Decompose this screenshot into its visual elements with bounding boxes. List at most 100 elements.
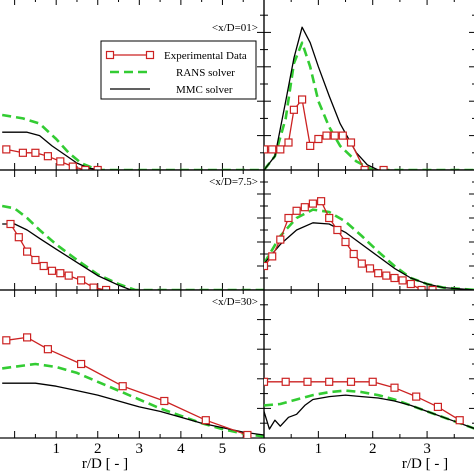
data-point [284, 138, 293, 147]
data-point [433, 402, 442, 411]
data-point [314, 134, 323, 144]
data-point [398, 276, 407, 285]
data-point [303, 377, 312, 386]
legend-label: Experimental Data [164, 50, 247, 62]
data-point [346, 377, 356, 386]
x-tick-label: 1 [315, 441, 323, 457]
data-point [56, 269, 65, 278]
data-point [160, 396, 169, 406]
data-point [406, 279, 415, 289]
data-point [417, 285, 426, 290]
data-point [300, 203, 309, 212]
panel-frame [0, 289, 265, 439]
data-point [81, 165, 90, 170]
data-point [2, 145, 11, 154]
data-point [23, 333, 32, 342]
data-point [281, 377, 290, 386]
data-point [268, 145, 277, 154]
data-point [56, 157, 65, 166]
data-point [289, 105, 298, 114]
panel-ticks [14, 290, 264, 438]
series-line-exp [6, 336, 248, 436]
panel-3 [263, 169, 474, 291]
x-tick-labels: 1 2 3 4 5 6 1 2 3 [52, 441, 430, 457]
data-point [101, 285, 111, 290]
series-line-mmc [264, 26, 474, 170]
series-rans [1, 204, 264, 290]
legend-label: RANS solver [176, 67, 235, 79]
series-line-rans [264, 41, 474, 170]
data-point [390, 383, 399, 392]
panel-1: <x/D=01> [212, 0, 474, 171]
data-point [284, 213, 293, 223]
data-point [333, 225, 342, 235]
series-line-mmc [2, 131, 264, 170]
data-point [349, 249, 358, 259]
data-point [23, 247, 32, 256]
panel-5 [263, 289, 474, 439]
series-line-mmc [264, 394, 474, 430]
x-tick-label: 4 [177, 441, 185, 457]
data-point [264, 261, 269, 271]
data-point [382, 271, 391, 280]
data-point [341, 237, 350, 247]
data-point [379, 165, 388, 170]
panel-2: <x/D=7.5> [0, 169, 265, 291]
data-point [276, 145, 285, 154]
series-mmc [264, 222, 474, 290]
data-point [201, 416, 210, 425]
panel-ticks [264, 290, 474, 438]
data-point [276, 235, 285, 244]
data-point [325, 213, 334, 223]
series-line-rans [1, 204, 264, 290]
legend: Experimental Data RANS solver MMC solver [100, 40, 257, 100]
data-point [264, 377, 269, 386]
data-point [306, 141, 315, 150]
data-point [412, 392, 421, 401]
series-exp [264, 197, 437, 290]
data-point [93, 165, 102, 170]
data-point [2, 336, 11, 345]
series-exp [6, 219, 111, 290]
series-line-rans [1, 113, 264, 170]
x-axis-title-left: r/D [ - ] [82, 456, 128, 472]
legend-marker [105, 50, 115, 60]
data-point [64, 271, 73, 280]
series-mmc [2, 382, 264, 436]
x-tick-label: 1 [52, 441, 60, 457]
data-point [47, 266, 57, 275]
data-point [357, 259, 366, 268]
data-point [76, 359, 86, 369]
series-exp [2, 333, 252, 438]
series-line-mmc [2, 223, 264, 290]
data-point [76, 276, 86, 285]
data-point [428, 285, 437, 290]
series-rans [264, 41, 474, 170]
panel-ticks [264, 0, 474, 170]
legend-item-exp: Experimental Data [105, 50, 247, 62]
legend-marker [145, 50, 155, 60]
series-mmc [264, 394, 474, 430]
data-point [31, 255, 40, 265]
x-tick-label: 2 [369, 441, 377, 457]
data-point [455, 416, 464, 425]
data-point [308, 199, 317, 208]
data-point [292, 206, 301, 215]
data-point [6, 219, 15, 229]
data-point [368, 377, 377, 386]
series-line-mmc [2, 382, 264, 436]
x-axis-title-right: r/D [ - ] [402, 456, 448, 472]
series-exp [264, 95, 388, 170]
panel-label: <x/D=30> [212, 296, 258, 308]
data-point [43, 152, 53, 161]
x-tick-label: 2 [94, 441, 102, 457]
data-point [346, 138, 356, 147]
panel-4: <x/D=30> [0, 289, 265, 439]
data-point [264, 145, 269, 154]
data-point [338, 131, 347, 140]
data-point [325, 377, 334, 386]
panel-frame [263, 0, 474, 171]
data-point [374, 269, 383, 278]
data-point [330, 131, 339, 140]
